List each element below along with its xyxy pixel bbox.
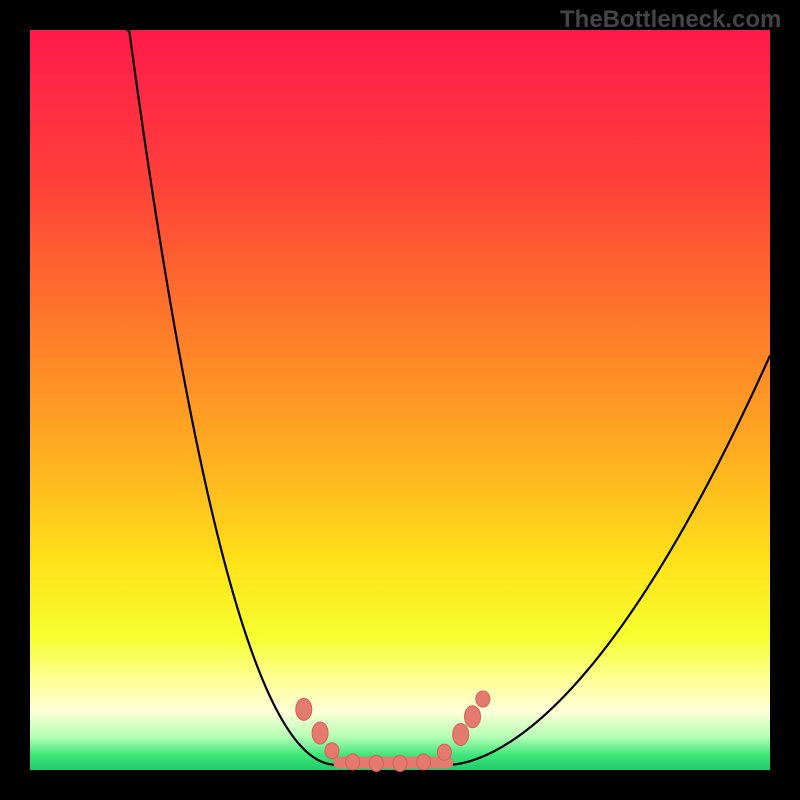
- curve-marker: [296, 698, 312, 720]
- curve-marker: [437, 744, 451, 760]
- gradient-background: [30, 30, 770, 770]
- chart-svg: [0, 0, 800, 800]
- chart-frame: [0, 0, 800, 800]
- curve-marker: [393, 755, 407, 771]
- curve-marker: [346, 754, 360, 770]
- curve-marker: [453, 723, 469, 745]
- curve-marker: [476, 691, 490, 707]
- watermark-text: TheBottleneck.com: [560, 6, 781, 34]
- curve-marker: [417, 754, 431, 770]
- curve-marker: [465, 706, 481, 728]
- curve-marker: [312, 722, 328, 744]
- curve-marker: [369, 755, 383, 771]
- curve-marker: [325, 743, 339, 759]
